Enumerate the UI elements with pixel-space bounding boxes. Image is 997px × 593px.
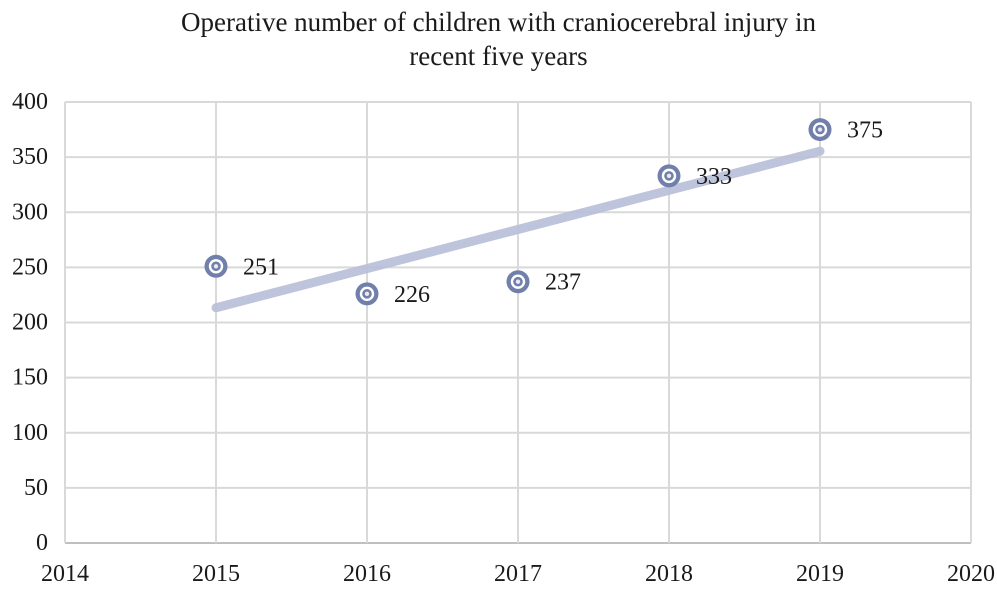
data-point-label: 375: [847, 118, 883, 144]
y-axis-tick-label: 300: [12, 199, 48, 225]
data-point-marker-center: [817, 127, 823, 132]
y-axis-tick-label: 350: [12, 144, 48, 170]
chart-title: Operative number of children with cranio…: [0, 5, 997, 73]
data-point-marker-center: [364, 291, 370, 297]
data-point-marker-center: [515, 279, 521, 284]
x-axis-tick-label: 2019: [796, 561, 844, 587]
x-axis-tick-label: 2016: [343, 561, 391, 587]
y-axis-tick-label: 50: [24, 475, 48, 501]
data-point-label: 333: [696, 164, 732, 190]
x-axis-tick-label: 2015: [192, 561, 240, 587]
data-point-label: 251: [243, 254, 279, 280]
data-point-marker-center: [666, 173, 672, 179]
y-axis-tick-label: 0: [36, 530, 48, 556]
x-axis-tick-label: 2020: [947, 561, 995, 587]
chart-title-line-2: recent five years: [409, 41, 588, 71]
data-point-label: 226: [394, 282, 430, 308]
y-axis-tick-label: 150: [12, 365, 48, 391]
chart-title-line-1: Operative number of children with cranio…: [180, 7, 816, 37]
y-axis-tick-label: 400: [12, 89, 48, 115]
data-point-marker-center: [213, 264, 219, 269]
x-axis-tick-label: 2018: [645, 561, 693, 587]
y-axis-tick-label: 200: [12, 310, 48, 336]
trendline: [211, 146, 825, 313]
data-point-label: 237: [545, 270, 581, 296]
x-axis-tick-label: 2014: [41, 561, 89, 587]
y-axis-tick-label: 250: [12, 254, 48, 280]
x-axis-tick-label: 2017: [494, 561, 542, 587]
y-axis-tick-label: 100: [12, 420, 48, 446]
